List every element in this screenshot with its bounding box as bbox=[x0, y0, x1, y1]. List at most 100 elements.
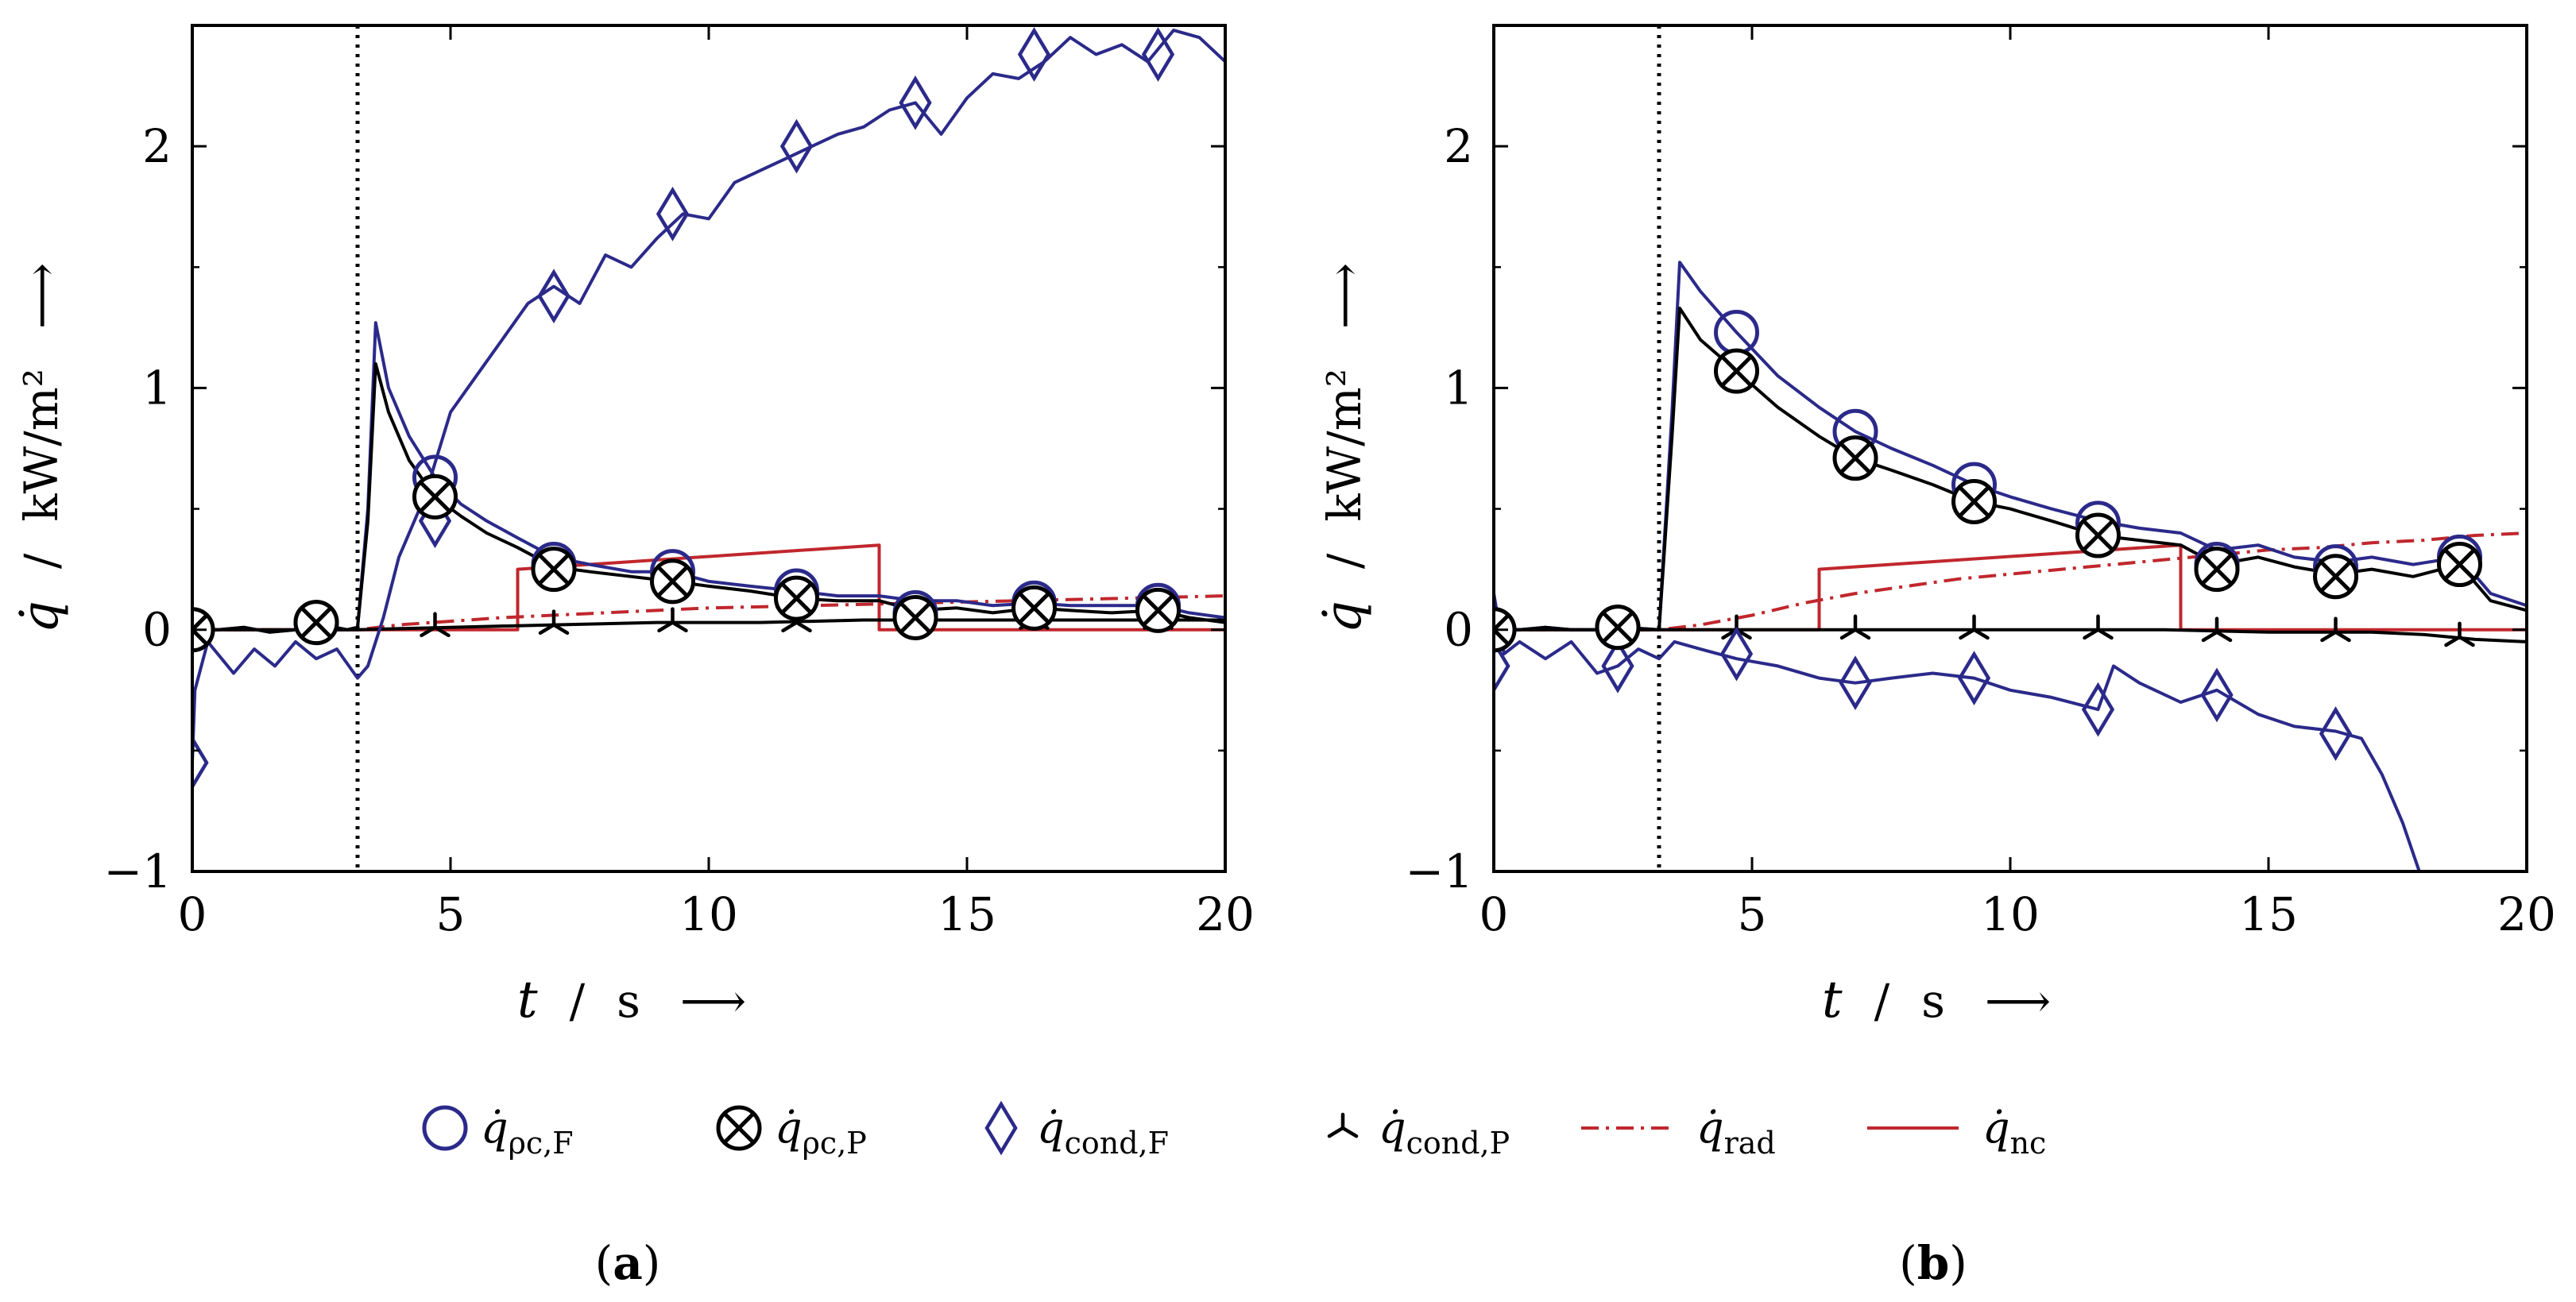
marker-q_cond_F bbox=[1719, 626, 1754, 682]
marker-q_cond_F bbox=[1017, 27, 1051, 82]
marker-q_rhoc_P bbox=[1832, 435, 1878, 481]
marker-q_cond_P bbox=[2083, 614, 2114, 640]
marker-q_rhoc_P-stroke-b bbox=[656, 565, 689, 598]
legend-label-subscript: ρc,F bbox=[509, 1126, 574, 1161]
marker-q_rhoc_P-stroke-b bbox=[537, 553, 571, 585]
series-line-q_rad bbox=[192, 594, 1225, 632]
marker-q_rhoc_P-stroke-b bbox=[300, 606, 333, 639]
y-axis-unit: kW/m² bbox=[1317, 369, 1371, 522]
y-tick-label: −1 bbox=[104, 844, 172, 898]
legend-label-q_rad: q̇rad bbox=[1696, 1103, 1776, 1161]
series-line-q_rhoc_P bbox=[1494, 307, 2527, 632]
y-axis-symbol: q̇ bbox=[1314, 601, 1373, 633]
legend-item-q_cond_F: q̇cond,F bbox=[984, 1100, 1169, 1161]
series-line-q_cond_F bbox=[192, 29, 1225, 763]
y-axis-separator: / bbox=[14, 553, 68, 569]
marker-q_cond_F bbox=[1494, 638, 1510, 693]
y-axis-arrow: ⟶ bbox=[14, 263, 68, 329]
legend-marker-q_cond_F bbox=[984, 1100, 1018, 1156]
legend-label-base: q̇ bbox=[1037, 1103, 1065, 1153]
legend-marker-q_rhoc_F bbox=[422, 1105, 468, 1151]
marker-q_cond_F bbox=[1839, 655, 1872, 711]
marker-q_rhoc_P-stroke-b bbox=[1018, 592, 1050, 624]
panel-label-letter: b bbox=[1917, 1236, 1950, 1290]
panel-label-open: ( bbox=[1899, 1236, 1917, 1290]
y-tick-label: 1 bbox=[1444, 361, 1473, 415]
panel-label-close: ) bbox=[643, 1236, 661, 1290]
axes-frame bbox=[191, 24, 1227, 873]
y-axis-unit: kW/m² bbox=[14, 369, 68, 522]
marker-q_cond_F bbox=[779, 118, 814, 174]
marker-q_rhoc_P bbox=[2313, 554, 2358, 600]
marker-q_rhoc_P bbox=[531, 547, 577, 593]
legend-marker-q_cond_P bbox=[1327, 1112, 1359, 1138]
marker-q_rhoc_P bbox=[2437, 542, 2482, 588]
legend: q̇ρc,F q̇ρc,P q̇cond,F q̇cond,P q̇rad q̇nc bbox=[422, 1100, 2046, 1161]
marker-q_cond_F bbox=[537, 269, 571, 324]
y-axis-separator: / bbox=[1317, 553, 1371, 569]
legend-label-q_rhoc_P: q̇ρc,P bbox=[775, 1103, 867, 1161]
plot-area bbox=[192, 27, 1225, 790]
marker-q_rhoc_P-stroke-b bbox=[419, 481, 451, 513]
marker-q_rhoc_P-stroke-b bbox=[1601, 611, 1634, 643]
x-tick-label: 20 bbox=[2497, 887, 2556, 941]
legend-item-q_nc: q̇nc bbox=[1867, 1103, 2046, 1161]
y-tick-label: 2 bbox=[142, 119, 172, 173]
marker-q_cond_F bbox=[2319, 706, 2353, 761]
x-tick-label: 20 bbox=[1196, 887, 1255, 941]
y-tick-label: 1 bbox=[142, 361, 172, 415]
marker-q_rhoc_P bbox=[774, 575, 819, 621]
marker-q_rhoc_P-stroke-b bbox=[780, 582, 813, 615]
marker-q_rhoc_P-stroke-a bbox=[192, 627, 209, 646]
marker-q_rhoc_P bbox=[2075, 512, 2121, 558]
legend-label-base: q̇ bbox=[1982, 1103, 2010, 1153]
marker-q_rhoc_P-stroke-b bbox=[1494, 613, 1510, 633]
legend-label-q_cond_P: q̇cond,P bbox=[1379, 1103, 1510, 1161]
panel-label-open: ( bbox=[595, 1236, 613, 1290]
x-axis-separator: / bbox=[570, 974, 586, 1028]
legend-item-q_rhoc_F: q̇ρc,F bbox=[422, 1103, 574, 1161]
legend-label-q_nc: q̇nc bbox=[1982, 1103, 2046, 1161]
series-line-q_nc bbox=[192, 543, 1225, 632]
legend-label-subscript: rad bbox=[1724, 1126, 1776, 1161]
x-tick-label: 0 bbox=[178, 887, 207, 941]
panel-label-close: ) bbox=[1949, 1236, 1967, 1290]
y-tick-label: 2 bbox=[1444, 119, 1473, 173]
x-axis-unit: s bbox=[617, 974, 640, 1028]
panel-label-letter: a bbox=[613, 1236, 643, 1290]
legend-label-subscript: cond,F bbox=[1065, 1126, 1169, 1161]
marker-q_rhoc_P-stroke-b bbox=[192, 613, 209, 633]
x-tick-label: 5 bbox=[436, 887, 466, 941]
marker-q_cond_F bbox=[656, 186, 690, 241]
marker-q_cond_P bbox=[1839, 614, 1871, 640]
marker-q_cond_P bbox=[1959, 614, 1990, 640]
marker-q_rhoc_P bbox=[1951, 478, 1997, 524]
legend-label-base: q̇ bbox=[1379, 1103, 1406, 1153]
marker-q_cond_F bbox=[2081, 682, 2115, 737]
marker-q_rhoc_P-stroke-b bbox=[1720, 354, 1753, 388]
legend-marker-q_rhoc_P-stroke-b bbox=[722, 1111, 756, 1145]
marker-q_rhoc_P-stroke-b bbox=[1142, 594, 1174, 627]
x-tick-label: 5 bbox=[1738, 887, 1767, 941]
y-axis-symbol: q̇ bbox=[11, 601, 70, 633]
marker-q_rhoc_P bbox=[1011, 585, 1057, 631]
x-axis-symbol: t bbox=[517, 971, 538, 1030]
x-axis-symbol: t bbox=[1822, 971, 1843, 1030]
marker-q_rhoc_P-stroke-b bbox=[899, 601, 932, 634]
legend-label-base: q̇ bbox=[775, 1103, 803, 1153]
x-tick-label: 15 bbox=[938, 887, 996, 941]
x-tick-label: 10 bbox=[1981, 887, 2040, 941]
marker-q_cond_P bbox=[657, 607, 688, 633]
marker-q_rhoc_P-stroke-b bbox=[2443, 548, 2476, 581]
panel-label: (b) bbox=[1899, 1236, 1967, 1290]
marker-q_rhoc_P bbox=[650, 558, 695, 605]
marker-q_rhoc_P-stroke-b bbox=[2082, 519, 2114, 552]
legend-item-q_rad: q̇rad bbox=[1581, 1103, 1776, 1161]
marker-q_cond_P bbox=[420, 612, 451, 638]
legend-label-base: q̇ bbox=[1696, 1103, 1724, 1153]
y-tick-label: 0 bbox=[142, 603, 172, 657]
marker-q_cond_P bbox=[2320, 616, 2351, 643]
x-axis-unit: s bbox=[1921, 974, 1945, 1028]
